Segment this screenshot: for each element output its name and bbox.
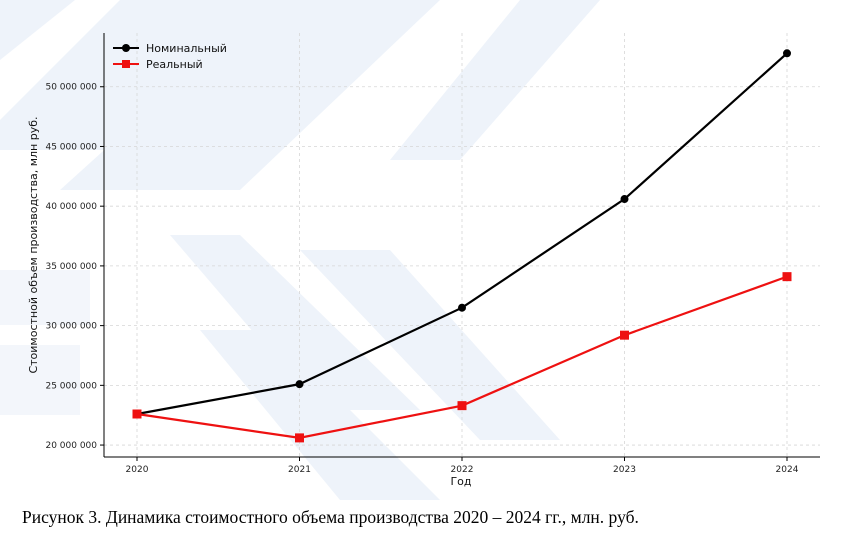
legend-real-marker	[122, 60, 130, 68]
line-chart: 20 000 000 25 000 000 30 000 000 35 000 000…	[27, 33, 820, 488]
data-point-0-2	[458, 303, 466, 312]
x-axis-label: Год	[450, 475, 471, 488]
y-axis-label: Стоимостной объем производства, млн руб.	[27, 116, 40, 373]
data-point-1-1	[295, 433, 304, 443]
data-point-0-3	[620, 195, 629, 204]
data-point-1-0	[132, 409, 142, 419]
legend-label-nominal: Номинальный	[146, 42, 227, 55]
data-point-0-1	[295, 380, 304, 389]
y-tick-label: 50 000 000	[45, 83, 97, 93]
data-point-1-2	[457, 401, 467, 411]
data-point-1-4	[782, 272, 792, 282]
y-tick-label: 25 000 000	[45, 381, 97, 391]
y-tick-label: 45 000 000	[45, 142, 97, 152]
data-series	[132, 49, 792, 443]
y-tick-label: 35 000 000	[45, 262, 97, 272]
x-tick-label: 2022	[451, 465, 474, 475]
x-tick-label: 2021	[288, 465, 311, 475]
figure-caption: Рисунок 3. Динамика стоимостного объема …	[22, 507, 639, 527]
x-ticks: 2020 2021 2022 2023 2024	[126, 457, 799, 475]
legend-label-real: Реальный	[146, 58, 203, 71]
y-ticks: 20 000 000 25 000 000 30 000 000 35 000 000…	[45, 83, 104, 451]
x-tick-label: 2023	[613, 465, 636, 475]
grid-lines	[104, 33, 820, 457]
y-tick-label: 20 000 000	[45, 441, 97, 451]
x-tick-label: 2024	[776, 465, 799, 475]
y-tick-label: 30 000 000	[45, 322, 97, 332]
data-point-0-4	[783, 49, 791, 58]
data-point-1-3	[620, 330, 629, 340]
legend-nominal-marker	[122, 44, 130, 52]
legend: Номинальный Реальный	[113, 42, 227, 71]
x-tick-label: 2020	[126, 465, 149, 475]
y-tick-label: 40 000 000	[45, 202, 97, 212]
